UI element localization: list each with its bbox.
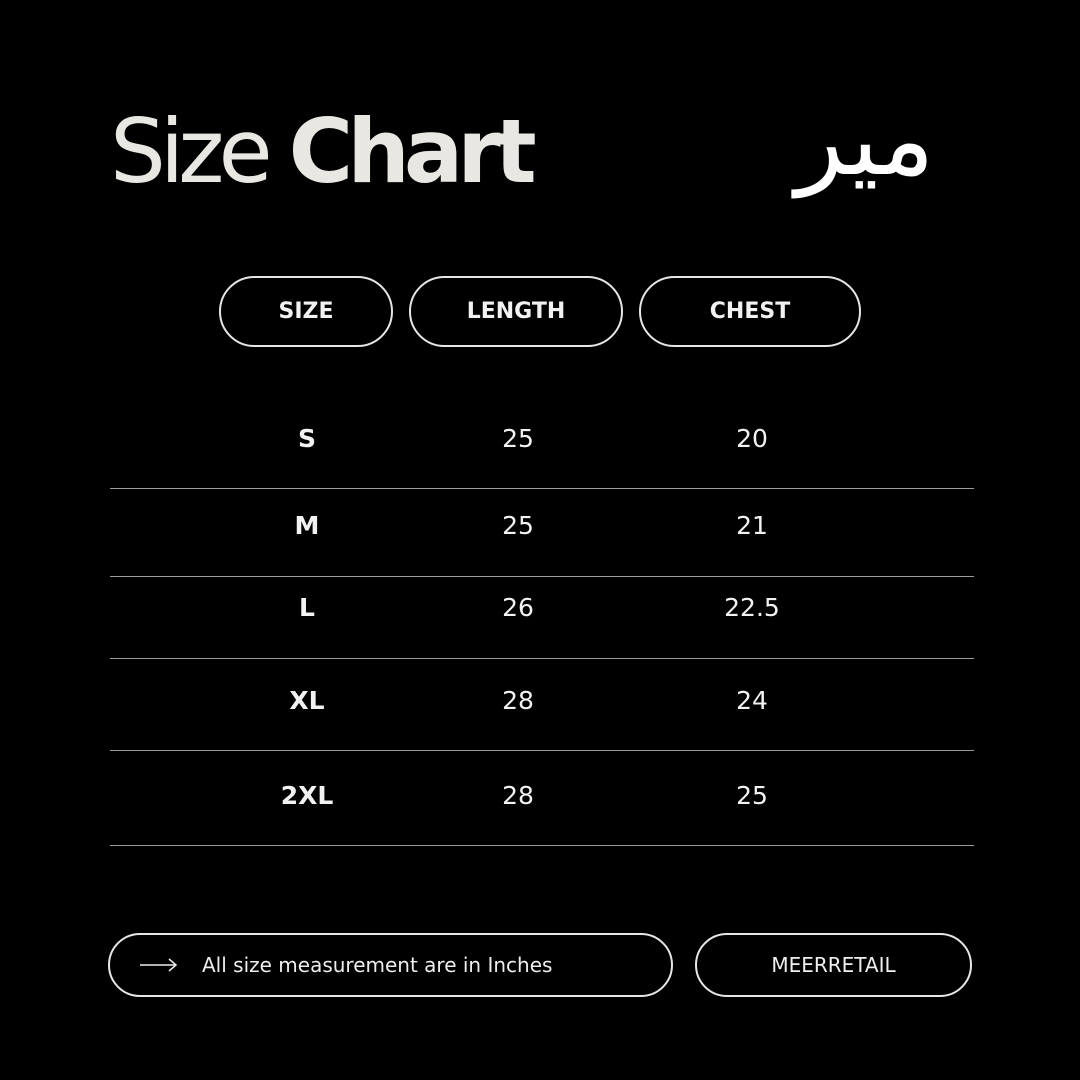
header-length: LENGTH: [409, 276, 623, 347]
cell-size: XL: [289, 686, 325, 715]
cell-chest: 21: [736, 511, 768, 540]
cell-length: 28: [502, 686, 534, 715]
cell-size: 2XL: [280, 781, 334, 810]
title-word-size: Size: [110, 100, 273, 203]
cell-size: L: [299, 593, 315, 622]
cell-length: 25: [502, 424, 534, 453]
cell-length: 28: [502, 781, 534, 810]
row-divider: [110, 658, 974, 659]
cell-chest: 24: [736, 686, 768, 715]
cell-chest: 20: [736, 424, 768, 453]
header-size: SIZE: [219, 276, 393, 347]
arrow-right-icon: [140, 958, 178, 972]
cell-length: 25: [502, 511, 534, 540]
brand-logo: میر: [795, 81, 935, 198]
cell-size: S: [297, 424, 316, 453]
row-divider: [110, 576, 974, 577]
cell-size: M: [294, 511, 320, 540]
page-title: Size Chart: [110, 100, 537, 203]
cell-chest: 25: [736, 781, 768, 810]
brand-name: MEERRETAIL: [695, 933, 972, 997]
title-word-chart: Chart: [288, 100, 537, 203]
header-chest: CHEST: [639, 276, 861, 347]
cell-length: 26: [502, 593, 534, 622]
cell-chest: 22.5: [724, 593, 780, 622]
row-divider: [110, 750, 974, 751]
row-divider: [110, 488, 974, 489]
row-divider: [110, 845, 974, 846]
units-note-text: All size measurement are in Inches: [202, 953, 553, 977]
units-note: All size measurement are in Inches: [108, 933, 673, 997]
